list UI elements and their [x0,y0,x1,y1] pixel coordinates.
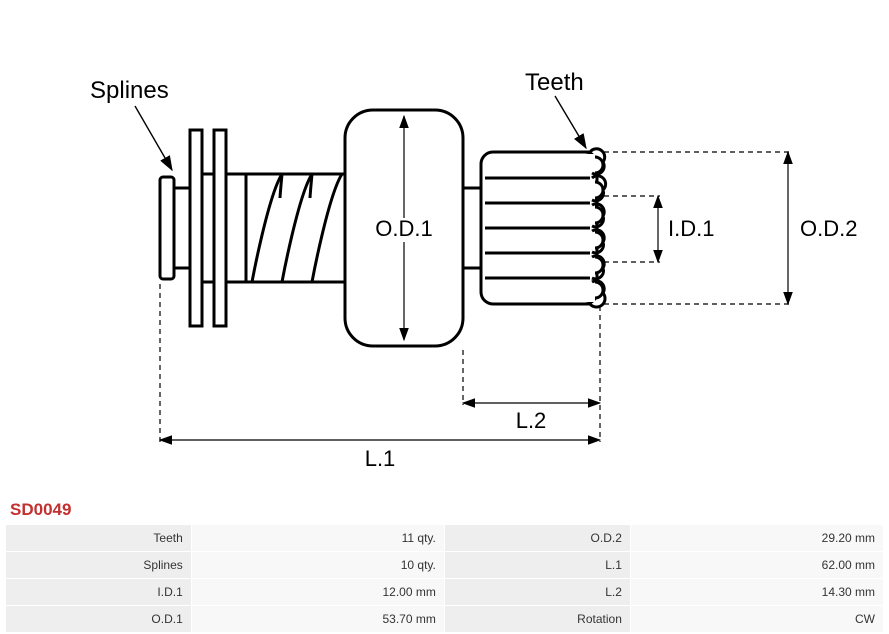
dim-od2-label: O.D.2 [800,216,857,241]
dim-od1-label-dup: O.D.1 [375,216,432,241]
spec-value: 10 qty. [192,552,444,578]
part-code: SD0049 [10,500,71,520]
spec-table: Teeth11 qty.O.D.229.20 mmSplines10 qty.L… [5,524,884,633]
spec-value: CW [631,606,883,632]
dim-l2-label: L.2 [516,408,547,433]
spec-value: 53.70 mm [192,606,444,632]
dim-id1-label: I.D.1 [668,216,714,241]
diagram-region: L.1 L.2 O.D.1 O.D.1 O.D.2 I.D.1 Splines … [0,50,889,490]
spec-value: 62.00 mm [631,552,883,578]
spec-label: L.2 [445,579,630,605]
table-row: O.D.153.70 mmRotationCW [6,606,883,632]
dim-l1-label: L.1 [365,446,396,471]
spec-label: O.D.2 [445,525,630,551]
spec-label: Rotation [445,606,630,632]
table-row: Teeth11 qty.O.D.229.20 mm [6,525,883,551]
spec-value: 12.00 mm [192,579,444,605]
spec-label: L.1 [445,552,630,578]
spec-label: Teeth [6,525,191,551]
spec-value: 29.20 mm [631,525,883,551]
callout-teeth-label: Teeth [525,69,584,96]
spec-label: I.D.1 [6,579,191,605]
spec-label: Splines [6,552,191,578]
table-row: Splines10 qty.L.162.00 mm [6,552,883,578]
spec-value: 11 qty. [192,525,444,551]
callout-splines-label: Splines [90,77,169,104]
table-row: I.D.112.00 mmL.214.30 mm [6,579,883,605]
spec-label: O.D.1 [6,606,191,632]
spec-value: 14.30 mm [631,579,883,605]
